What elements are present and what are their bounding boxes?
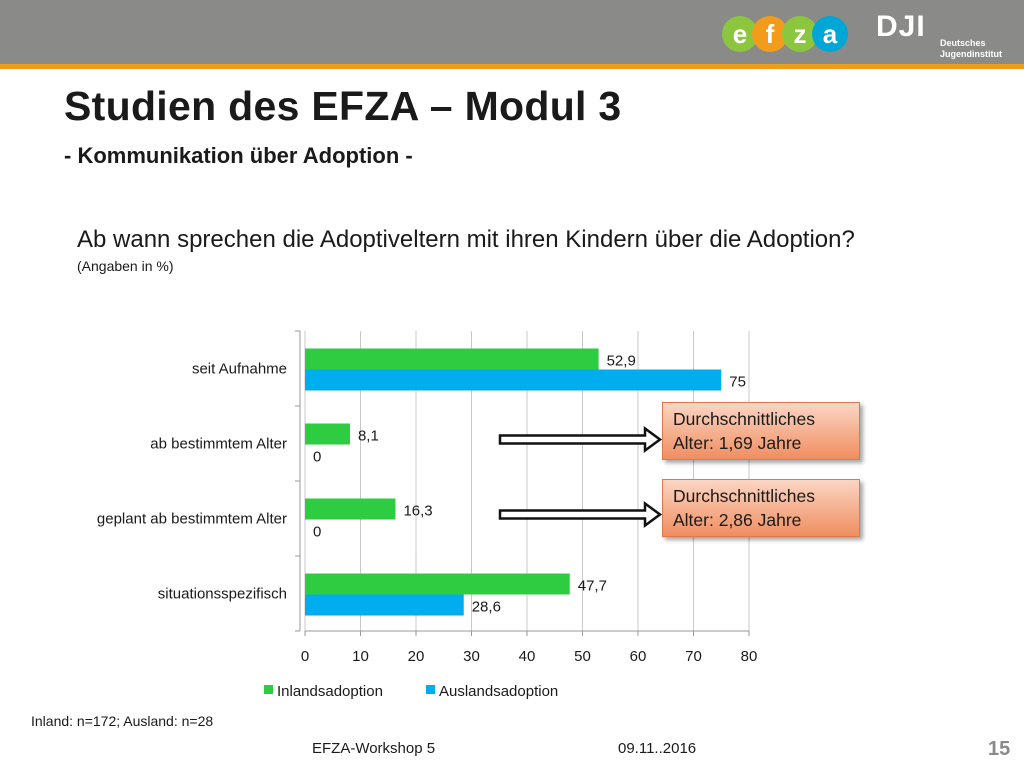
chart-question: Ab wann sprechen die Adoptiveltern mit i… [77, 226, 855, 253]
x-tick-label: 30 [463, 648, 480, 665]
bar-value-label: 16,3 [403, 503, 432, 520]
bar-value-label: 52,9 [607, 353, 636, 370]
category-label: geplant ab bestimmtem Alter [97, 511, 287, 528]
bar-value-label: 0 [313, 449, 321, 466]
bar-ausland [305, 369, 722, 391]
legend-label-inland: Inlandsadoption [277, 683, 383, 700]
dji-logo-mark: DJI [876, 10, 926, 43]
bar-value-label: 0 [313, 524, 321, 541]
callout-average-age-1: Durchschnittliches Alter: 1,69 Jahre [662, 402, 860, 460]
footer-event: EFZA-Workshop 5 [312, 740, 436, 757]
bar-value-label: 75 [729, 374, 746, 391]
chart-unit-note: (Angaben in %) [77, 258, 174, 274]
bar-inland [305, 348, 599, 370]
page-subtitle: - Kommunikation über Adoption - [64, 143, 413, 168]
bar-inland [305, 498, 396, 520]
x-tick-label: 60 [630, 648, 647, 665]
efza-logo-letter-f: f [766, 19, 775, 49]
bar-inland [305, 573, 570, 595]
callout-arrow-2 [498, 501, 663, 528]
footer-date: 09.11..2016 [618, 740, 697, 757]
category-label: ab bestimmtem Alter [150, 436, 287, 453]
bar-value-label: 47,7 [578, 578, 607, 595]
header-bar [0, 0, 1024, 64]
efza-logo-circle-f [752, 16, 788, 52]
dji-logo-line1: Deutsches [940, 38, 986, 48]
dji-logo-line2: Jugendinstitut [940, 49, 1002, 59]
callout-average-age-2: Durchschnittliches Alter: 2,86 Jahre [662, 479, 860, 537]
dji-logo: DJI Deutsches Jugendinstitut [876, 10, 1002, 59]
x-tick-label: 40 [519, 648, 536, 665]
callout-1-line2: Alter: 1,69 Jahre [673, 433, 802, 453]
callout-1-line1: Durchschnittliches [673, 409, 815, 429]
efza-logo-circle-z [782, 16, 818, 52]
x-tick-label: 0 [301, 648, 309, 665]
header-accent-line [0, 64, 1024, 69]
x-tick-label: 50 [574, 648, 591, 665]
x-tick-label: 80 [741, 648, 758, 665]
efza-logo-letter-a: a [823, 19, 838, 49]
x-tick-label: 10 [352, 648, 369, 665]
legend-label-ausland: Auslandsadoption [439, 683, 558, 700]
callout-2-line2: Alter: 2,86 Jahre [673, 510, 802, 530]
page-title: Studien des EFZA – Modul 3 [64, 83, 622, 129]
bar-value-label: 8,1 [358, 428, 379, 445]
efza-logo-letter-e: e [733, 19, 747, 49]
efza-logo-circle-a [812, 16, 848, 52]
callout-arrow-1 [498, 426, 663, 453]
bar-value-label: 28,6 [472, 599, 501, 616]
sample-size-note: Inland: n=172; Ausland: n=28 [31, 713, 214, 729]
legend-swatch-inland [264, 685, 273, 694]
callout-2-line1: Durchschnittliches [673, 486, 815, 506]
page-number: 15 [988, 738, 1011, 760]
efza-logo-circle-e [722, 16, 758, 52]
bar-inland [305, 423, 350, 445]
category-label: seit Aufnahme [192, 361, 287, 378]
efza-logo-letter-z: z [794, 19, 807, 49]
x-tick-label: 20 [408, 648, 425, 665]
legend-swatch-ausland [426, 685, 435, 694]
bar-ausland [305, 594, 464, 616]
category-label: situationsspezifisch [158, 586, 287, 603]
x-tick-label: 70 [685, 648, 702, 665]
